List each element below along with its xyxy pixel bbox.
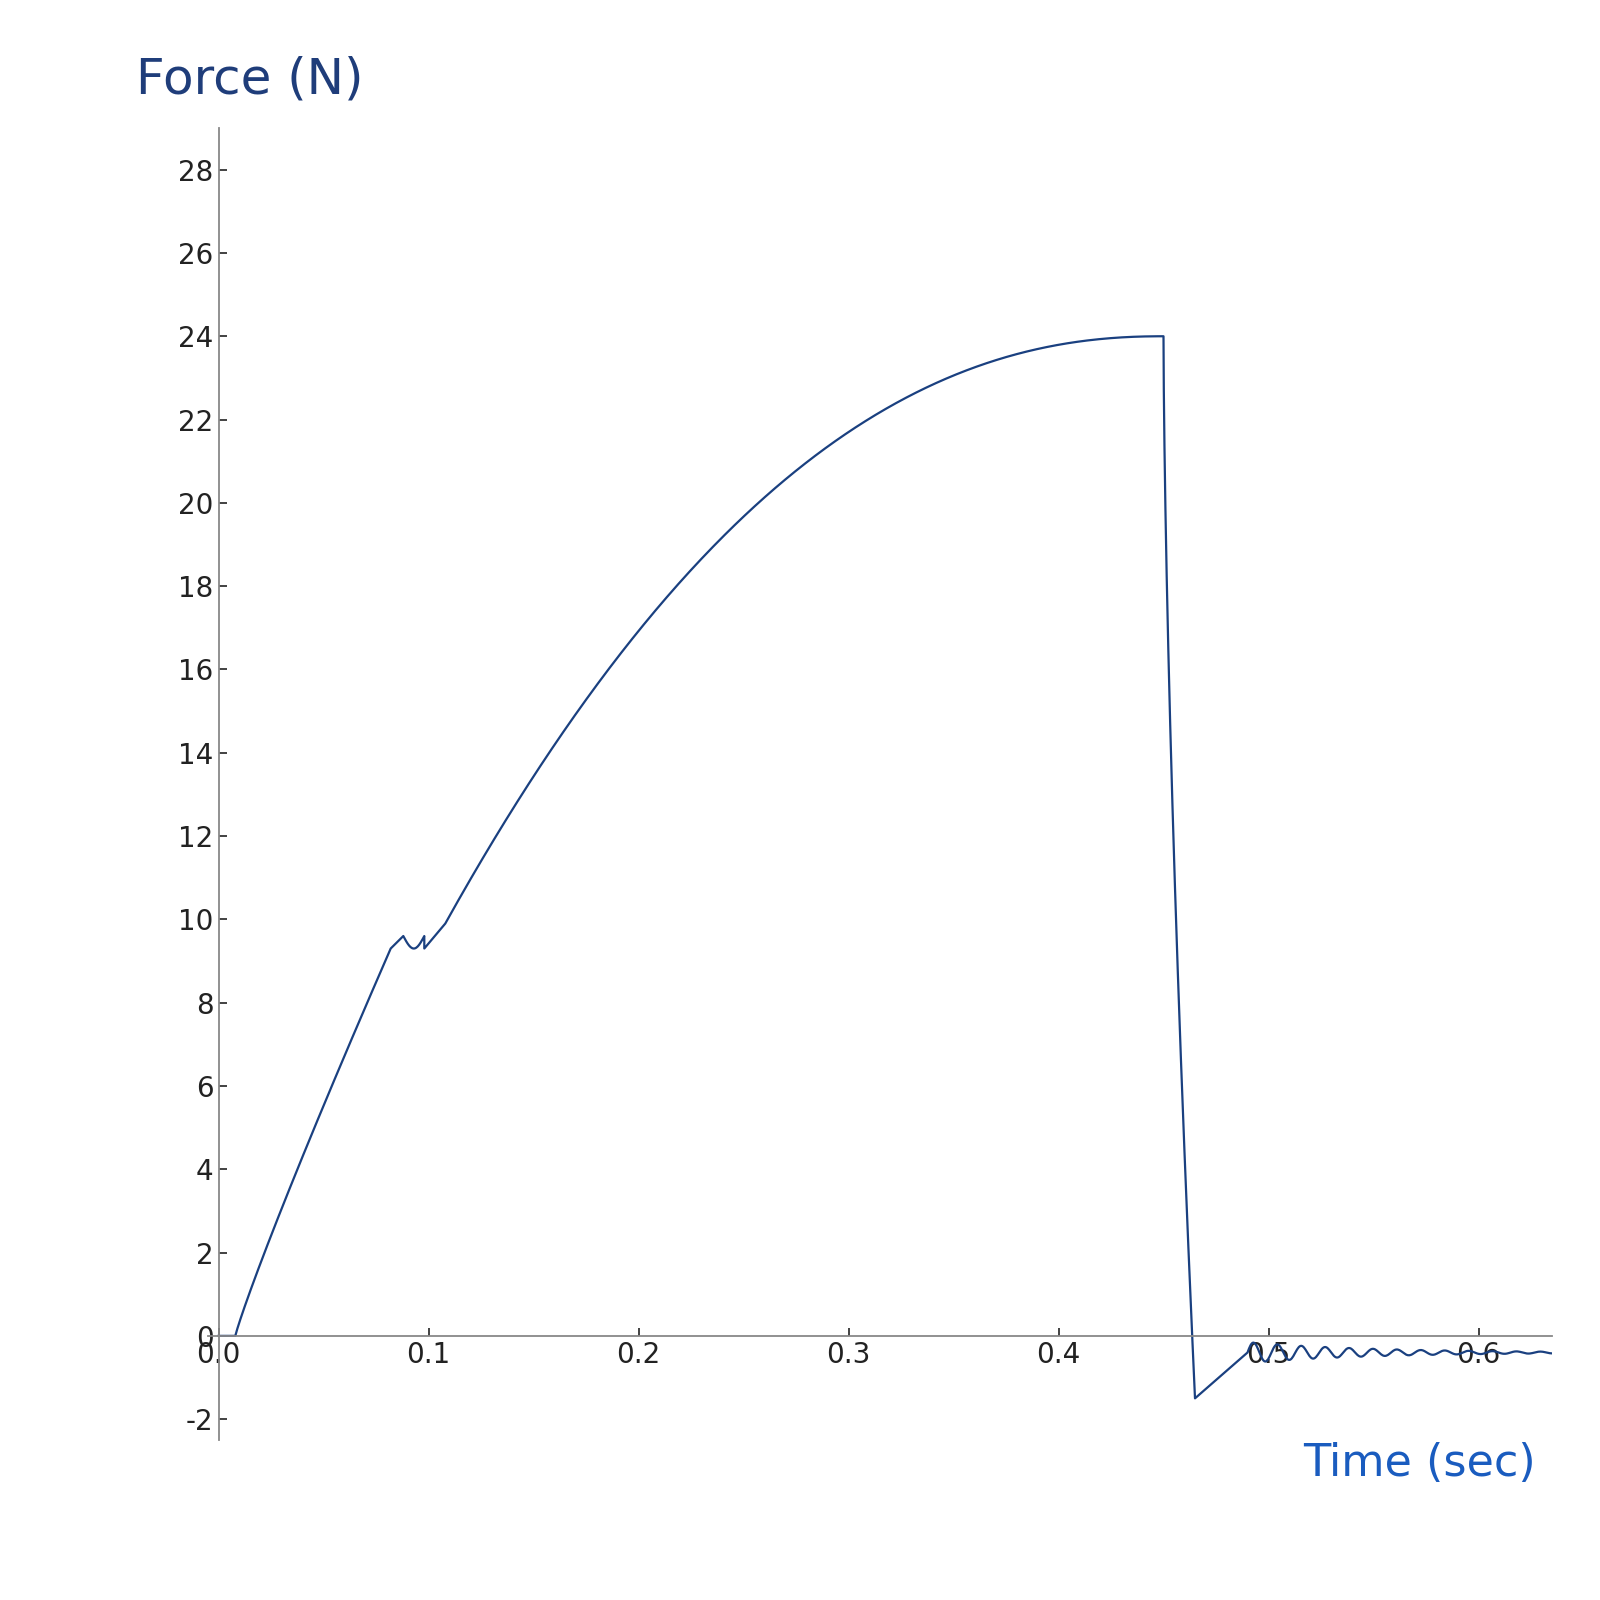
Text: Force (N): Force (N) <box>136 56 363 104</box>
Text: Time (sec): Time (sec) <box>1304 1442 1536 1485</box>
